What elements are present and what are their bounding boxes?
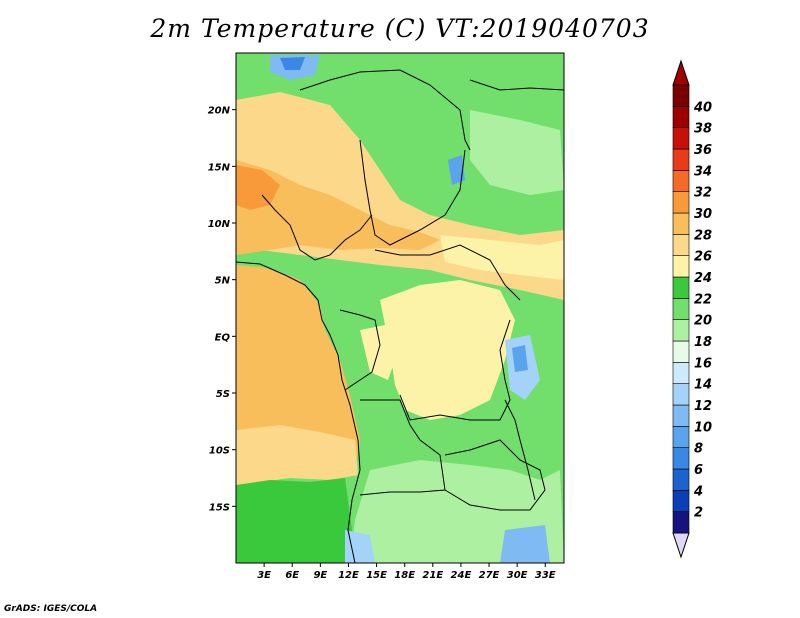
colorbar-bin [672,490,690,512]
lat-tick-label: 20N [208,106,231,117]
colorbar-label: 22 [694,292,712,307]
colorbar-bin [672,511,690,534]
temperature-field [236,53,564,563]
sahel-hot-region [236,160,440,255]
plot-title: 2m Temperature (C) VT:2019040703 [150,14,650,43]
north-cool-blue [280,57,305,70]
latitude-axis: 20N 15N 10N 5N EQ 5S 10S 15S [208,106,236,513]
lat-tick-label: 10S [209,446,230,457]
plot-frame [235,52,565,564]
colorbar-over-triangle [672,59,690,86]
colorbar-bin [672,447,690,470]
colorbar-label: 18 [694,335,712,350]
colorbar-label: 26 [694,250,712,265]
congo-warm-region [380,280,515,420]
colorbar-label: 16 [694,356,712,371]
colorbar-bin [672,148,690,171]
lat-tick-label: EQ [215,332,231,343]
colorbar-label: 30 [694,207,712,222]
east-cool-spot [448,155,465,185]
lon-tick-label: 6E [285,570,299,581]
rift-lakes-border [504,399,536,501]
colorbar-label: 8 [694,442,703,457]
colorbar-label: 6 [694,463,703,478]
colorbar-bin [672,404,690,427]
colorbar-label: 24 [694,271,712,286]
lon-tick-label: 33E [535,570,556,581]
colorbar-bin [672,127,690,150]
sahel-east-warm [440,235,564,280]
southeast-cool-spot [500,525,550,563]
zambia-border [444,439,546,511]
colorbar-bin [672,426,690,448]
atlantic-mid-warm [236,425,358,485]
colorbar-label: 10 [694,420,712,435]
colorbar-label: 2 [694,506,703,521]
colorbar-bin [672,319,690,342]
colorbar-bin [672,212,690,235]
lon-tick-label: 3E [257,570,271,581]
colorbar-label: 28 [694,228,712,243]
colorbar-bin [672,234,690,256]
colorbar-bin [672,255,690,278]
north-light-green [470,110,564,195]
lon-tick-label: 24E [451,570,472,581]
car-border [374,244,521,301]
sahara-border [299,69,471,151]
angola-border [359,399,446,496]
colorbar-label: 14 [694,378,712,393]
west-hot-spot [236,165,280,210]
drc-border [399,319,511,421]
lat-tick-label: 15N [208,162,231,173]
colorbar-under-triangle [672,532,690,559]
colorbar-bin [672,340,690,363]
colorbar-bin [672,362,690,384]
lon-tick-label: 27E [479,570,500,581]
coastlines-borders [236,69,564,563]
nigeria-border [261,194,373,261]
chad-border [359,139,466,246]
colorbar-label: 20 [694,314,712,329]
colorbar-label: 40 [693,100,712,115]
colorbar-bin [672,191,690,214]
colorbar-bin [672,298,690,320]
colorbar-label: 32 [694,186,712,201]
colorbar-label: 34 [694,164,712,179]
lat-tick-label: 5S [216,389,230,400]
colorbar-bin [672,383,690,406]
southern-cool-spot [345,530,375,563]
grads-credit: GrADS: IGES/COLA [4,604,98,614]
lat-tick-label: 10N [208,219,231,230]
colorbar-label: 38 [694,122,712,137]
lon-tick-label: 9E [313,570,327,581]
colorbar-bin [672,106,690,128]
colorbar-label: 12 [694,399,712,414]
colorbar-label: 36 [694,143,712,158]
longitude-axis: 3E 6E 9E 12E 15E 18E 21E 24E 27E 30E 33E [257,563,556,581]
lon-tick-label: 18E [394,570,415,581]
lat-tick-label: 15S [209,502,230,513]
colorbar-bin [672,170,690,192]
atlantic-warm-region [236,265,360,470]
sudan-border [469,79,564,91]
lon-tick-label: 21E [422,570,443,581]
south-atlantic-green [236,478,352,563]
lon-tick-label: 15E [366,570,387,581]
lon-tick-label: 12E [338,570,359,581]
colorbar-label: 4 [693,484,703,499]
colorbar-bin [672,276,690,299]
congo-border [339,309,381,391]
lat-tick-label: 5N [215,276,231,287]
lon-tick-label: 30E [507,570,528,581]
west-coastline [236,261,361,563]
lake-victoria [512,345,528,372]
colorbar-bin [672,468,690,491]
colorbar-bin [672,84,690,107]
